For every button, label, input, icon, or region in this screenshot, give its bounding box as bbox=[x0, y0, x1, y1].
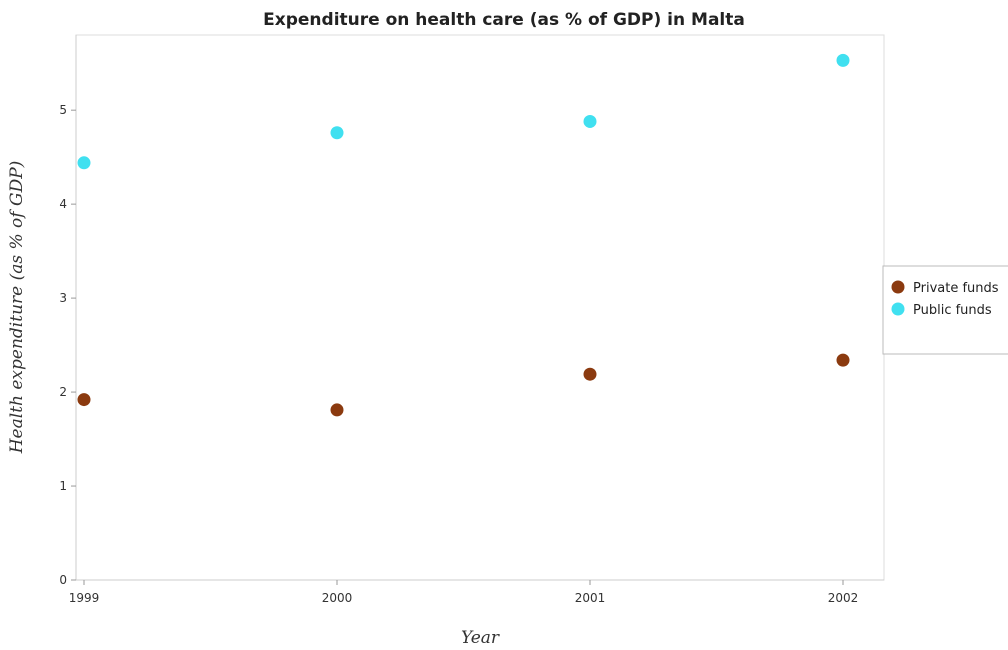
x-tick-label: 2001 bbox=[575, 591, 606, 605]
y-tick-label: 1 bbox=[59, 479, 67, 493]
public-funds-point-2000 bbox=[330, 126, 344, 140]
legend-marker bbox=[891, 302, 905, 316]
x-tick-label: 2000 bbox=[322, 591, 353, 605]
y-tick-label: 4 bbox=[59, 197, 67, 211]
private-funds-point-1999 bbox=[77, 393, 91, 407]
x-axis-ticks: 1999 2000 2001 2002 bbox=[69, 580, 859, 605]
y-tick-label: 3 bbox=[59, 291, 67, 305]
x-tick-label: 2002 bbox=[828, 591, 859, 605]
chart-title: Expenditure on health care (as % of GDP)… bbox=[263, 10, 745, 30]
public-funds-point-1999 bbox=[77, 156, 91, 170]
legend-marker bbox=[891, 280, 905, 294]
y-axis-label: Health expenditure (as % of GDP) bbox=[7, 161, 27, 455]
private-funds-point-2002 bbox=[836, 353, 850, 367]
y-tick-label: 2 bbox=[59, 385, 67, 399]
legend: Private funds Public funds bbox=[882, 265, 1008, 355]
private-funds-point-2001 bbox=[583, 367, 597, 381]
y-axis-ticks: 0 1 2 3 4 5 bbox=[59, 103, 76, 587]
x-axis-label: Year bbox=[461, 628, 500, 648]
data-points bbox=[77, 53, 850, 417]
y-tick-label: 0 bbox=[59, 573, 67, 587]
public-funds-point-2001 bbox=[583, 114, 597, 128]
y-tick-label: 5 bbox=[59, 103, 67, 117]
x-tick-label: 1999 bbox=[69, 591, 100, 605]
plot-area bbox=[75, 34, 885, 581]
legend-label: Public funds bbox=[913, 303, 992, 318]
legend-label: Private funds bbox=[913, 281, 999, 296]
public-funds-point-2002 bbox=[836, 53, 850, 67]
private-funds-point-2000 bbox=[330, 403, 344, 417]
